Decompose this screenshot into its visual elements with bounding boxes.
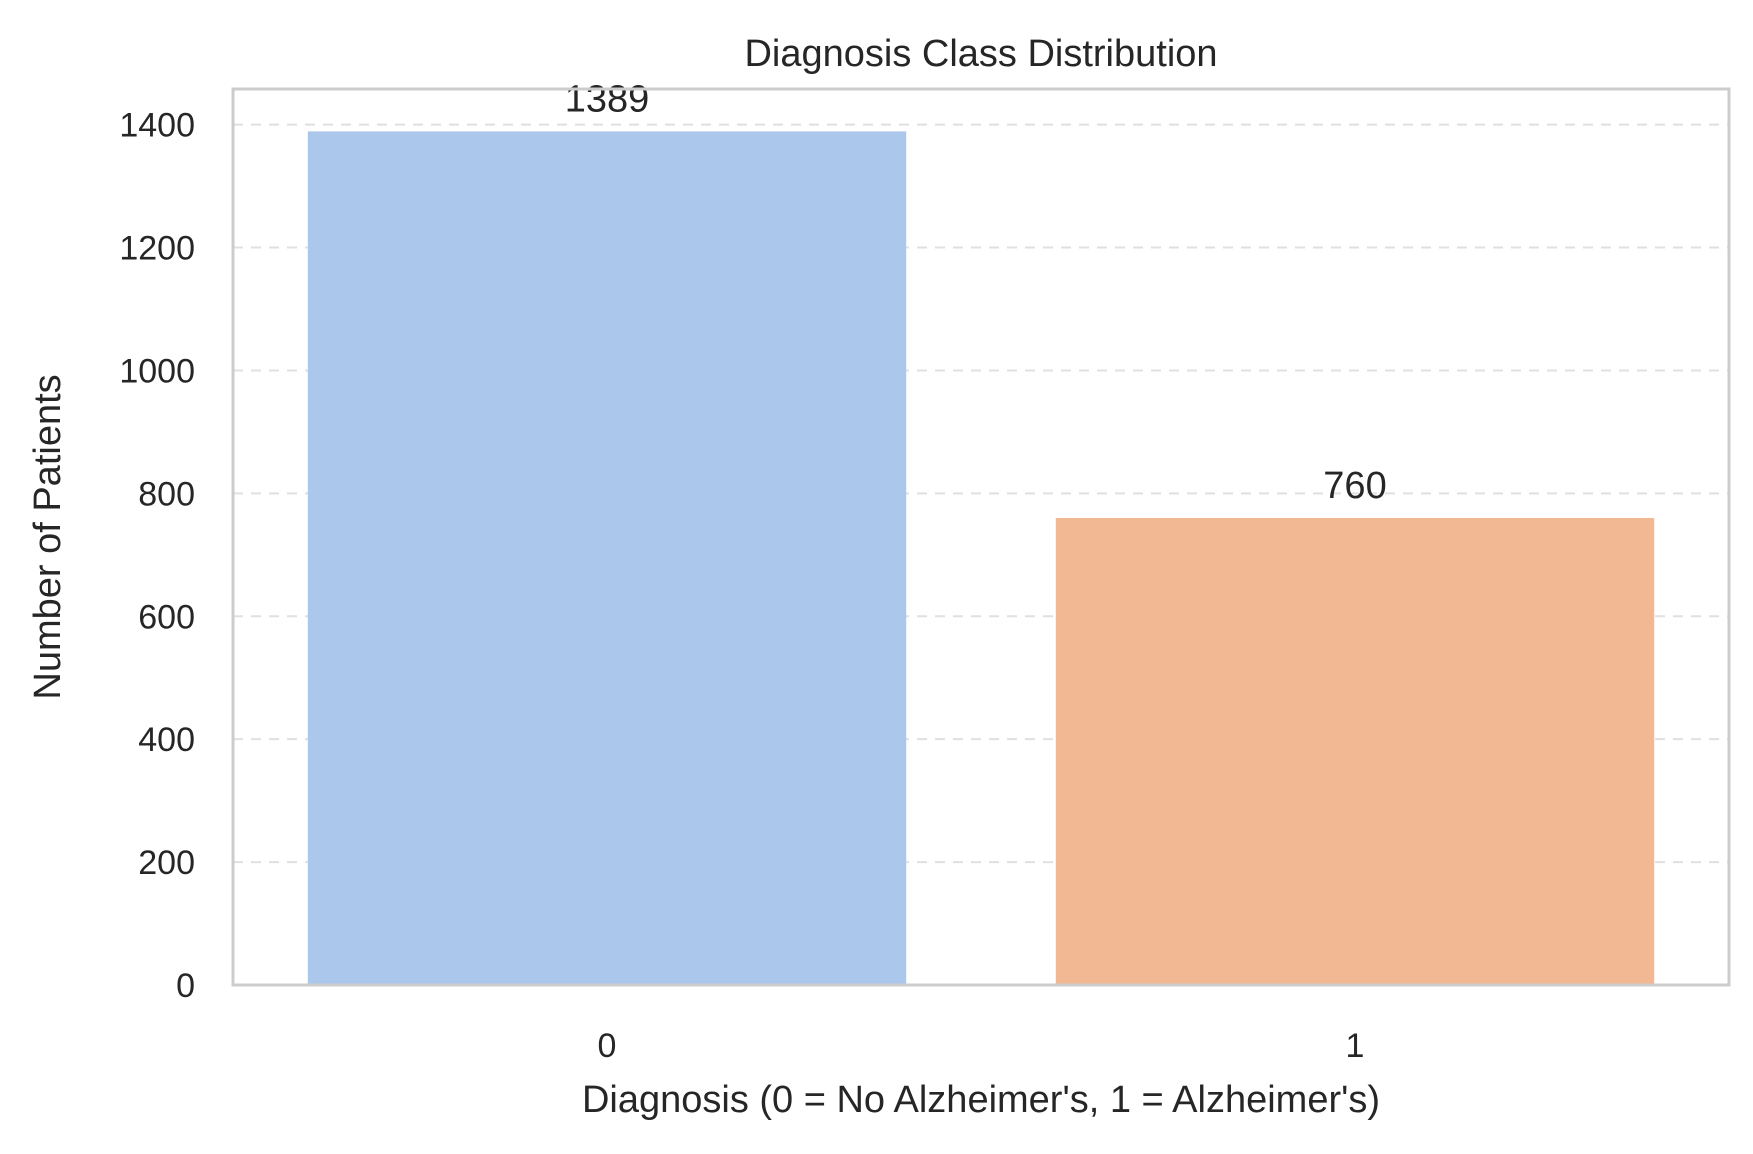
y-tick-labels: 0 200 400 600 800 1000 1200 1400 <box>119 107 195 1005</box>
chart-title: Diagnosis Class Distribution <box>744 33 1217 75</box>
y-tick-label: 600 <box>138 598 195 636</box>
x-axis-label: Diagnosis (0 = No Alzheimer's, 1 = Alzhe… <box>582 1079 1380 1121</box>
data-labels: 1389 760 <box>565 78 1387 507</box>
y-tick-label: 200 <box>138 844 195 882</box>
plot-frame <box>231 87 1731 987</box>
y-tick-label: 1000 <box>119 352 195 390</box>
y-tick-label: 1200 <box>119 230 195 268</box>
y-axis-label: Number of Patients <box>27 374 69 699</box>
y-tick-label: 0 <box>176 967 195 1005</box>
y-tick-label: 800 <box>138 475 195 513</box>
data-label-1: 760 <box>1323 465 1386 507</box>
data-label-0: 1389 <box>565 78 650 120</box>
y-tick-label: 1400 <box>119 107 195 145</box>
bar-0 <box>307 131 907 985</box>
y-tick-label: 400 <box>138 721 195 759</box>
x-tick-label-1: 1 <box>1346 1027 1365 1065</box>
bars <box>307 131 1655 985</box>
bar-1 <box>1055 517 1655 985</box>
x-tick-label-0: 0 <box>598 1027 617 1065</box>
